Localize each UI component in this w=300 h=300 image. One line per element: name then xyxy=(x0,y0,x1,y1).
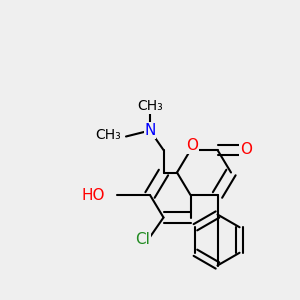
Text: N: N xyxy=(144,123,156,138)
Text: O: O xyxy=(186,138,198,153)
Text: O: O xyxy=(240,142,252,158)
Text: HO: HO xyxy=(82,188,105,202)
Text: Cl: Cl xyxy=(135,232,150,247)
Text: CH₃: CH₃ xyxy=(137,100,163,113)
Text: CH₃: CH₃ xyxy=(96,128,122,142)
